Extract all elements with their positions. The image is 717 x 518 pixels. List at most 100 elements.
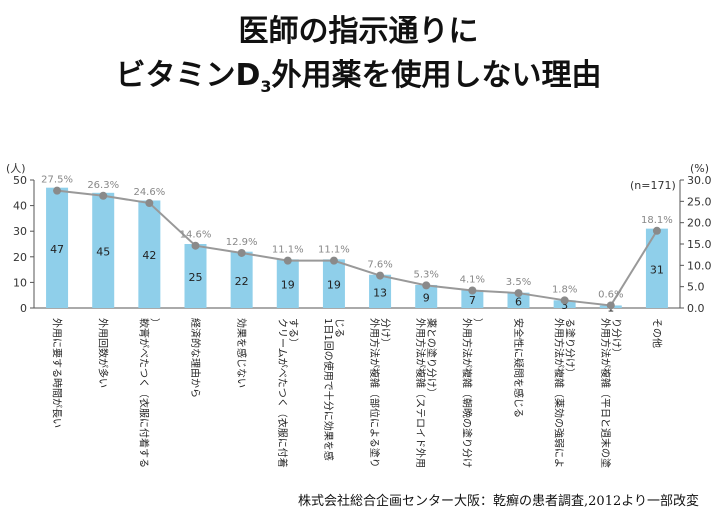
category-label: 外用に要する時間が長い <box>51 318 64 428</box>
category-label: 外用方法が複雑（朝晩の塗り分け） <box>460 318 483 468</box>
bar-value-label: 47 <box>50 243 64 256</box>
category-label-line: 薬との塗り分け） <box>425 318 438 398</box>
line-point <box>652 226 661 235</box>
left-axis-unit: (人) <box>6 162 26 175</box>
bar <box>46 187 69 308</box>
bar <box>369 274 392 308</box>
line-point <box>191 241 200 250</box>
percentage-label: 1.8% <box>552 284 577 295</box>
percentage-label: 11.1% <box>272 245 304 256</box>
bar <box>184 244 207 308</box>
category-label-line: 安全性に疑問を感じる <box>512 318 525 418</box>
bar-value-label: 13 <box>373 286 387 299</box>
category-label-line: クリームがべたつく（衣服に付着 <box>276 318 289 468</box>
bar <box>415 284 438 308</box>
line-point <box>468 286 477 295</box>
title-line-2-pre: ビタミンD <box>115 58 261 93</box>
bar <box>230 251 253 308</box>
right-tick-label: 25.0 <box>687 195 712 208</box>
bar-value-label: 9 <box>423 291 430 304</box>
axes: 0 10 20 30 40 50 0.0 5.0 10.0 15.0 20.0 25.0 30.0 <box>13 174 712 315</box>
right-tick-label: 5.0 <box>687 281 705 294</box>
line-point <box>53 186 62 195</box>
bar-value-label: 6 <box>515 295 522 308</box>
percentage-label: 4.1% <box>460 275 485 286</box>
line-point <box>237 248 246 257</box>
category-label: 外用回数が多い <box>97 318 110 388</box>
category-label-line: 外用方法が複雑（ステロイド外用 <box>414 318 427 468</box>
line-point <box>376 271 385 280</box>
category-label-line: 分け） <box>379 318 391 348</box>
category-label: 外用方法が複雑（部位による塗り分け） <box>368 318 391 468</box>
category-label-line: その他 <box>650 318 663 348</box>
bar-value-label: 25 <box>189 271 203 284</box>
bar-value-label: 45 <box>96 245 110 258</box>
line-path <box>56 189 658 307</box>
percentage-label: 0.6% <box>598 289 623 300</box>
category-label-line: ） <box>471 318 483 328</box>
left-tick-label: 10 <box>13 276 27 289</box>
left-tick-label: 20 <box>13 251 27 264</box>
percentage-label: 11.1% <box>318 245 350 256</box>
bar-value-label: 22 <box>235 275 249 288</box>
title-line-1: 医師の指示通りに <box>238 14 479 49</box>
category-label-line: 外用方法が複雑（朝晩の塗り分け <box>460 318 473 468</box>
bar <box>461 290 484 308</box>
title-line-2-sub: 3 <box>260 77 272 96</box>
bar <box>138 200 161 308</box>
percentage-label: 14.6% <box>180 230 212 241</box>
bar-value-label: 19 <box>327 279 341 292</box>
category-label: 外用方法が複雑（ステロイド外用薬との塗り分け） <box>414 318 438 468</box>
left-tick-label: 40 <box>13 200 27 213</box>
category-label-line: 効果を感じない <box>235 318 248 388</box>
category-label-line: る塗り分け） <box>564 318 577 378</box>
percentage-label: 3.5% <box>506 277 531 288</box>
category-label-line: ） <box>148 318 160 328</box>
percentage-label: 7.6% <box>367 260 392 271</box>
category-label-line: り分け） <box>610 318 622 358</box>
line-point <box>145 199 154 208</box>
bar <box>507 292 530 308</box>
line-point <box>99 191 108 200</box>
category-label-line: 軟膏がべたつく（衣服に付着する <box>137 318 150 468</box>
line-point <box>560 296 569 305</box>
bar-value-label: 19 <box>281 279 295 292</box>
sample-size-annotation: (n=171) <box>630 179 676 192</box>
right-tick-label: 10.0 <box>687 259 712 272</box>
percentage-label: 12.9% <box>226 237 258 248</box>
line-point <box>606 301 615 310</box>
percentage-label: 26.3% <box>87 180 119 191</box>
bar-value-label: 42 <box>142 249 156 262</box>
category-labels: 外用に要する時間が長い 外用回数が多い 軟膏がべたつく（衣服に付着する） 経済的な理由… <box>51 318 664 468</box>
source-note: 株式会社総合企画センター大阪：乾癬の患者調査,2012より一部改変 <box>298 494 699 509</box>
left-tick-label: 0 <box>20 302 27 315</box>
category-label: 1日1回の使用で十分に効果を感じる <box>322 318 345 461</box>
percentage-label: 5.3% <box>414 269 439 280</box>
category-label-line: 外用方法が複雑（部位による塗り <box>368 318 381 468</box>
category-label: 効果を感じない <box>235 318 248 388</box>
category-label: 外用方法が複雑（平日と週末の塗り分け） <box>599 318 622 468</box>
category-label-line: 1日1回の使用で十分に効果を感 <box>322 318 335 461</box>
bar <box>276 259 299 308</box>
bar <box>92 192 115 308</box>
right-axis-unit: (%) <box>690 162 709 175</box>
line-point <box>422 281 431 290</box>
line-point <box>283 256 292 265</box>
bars: 47454225221919139763131 <box>46 187 668 315</box>
right-tick-label: 0.0 <box>687 302 705 315</box>
percentage-label: 24.6% <box>133 187 165 198</box>
category-label-line: 外用回数が多い <box>97 318 110 388</box>
bar-value-label: 31 <box>650 263 664 276</box>
category-label-line: 外用方法が複雑（平日と週末の塗 <box>599 318 612 468</box>
category-label-line: 外用方法が複雑（薬効の強弱によ <box>553 318 566 468</box>
right-tick-label: 20.0 <box>687 217 712 230</box>
title-line-2-post: 外用薬を使用しない理由 <box>271 58 602 93</box>
title-line-2: ビタミンD3外用薬を使用しない理由 <box>0 50 717 96</box>
bar-value-label: 7 <box>469 294 476 307</box>
percentage-label: 27.5% <box>41 175 73 186</box>
category-label-line: 経済的な理由から <box>189 318 202 398</box>
right-tick-label: 30.0 <box>687 174 712 187</box>
category-label: その他 <box>650 318 663 348</box>
category-label: クリームがべたつく（衣服に付着する） <box>276 318 299 468</box>
